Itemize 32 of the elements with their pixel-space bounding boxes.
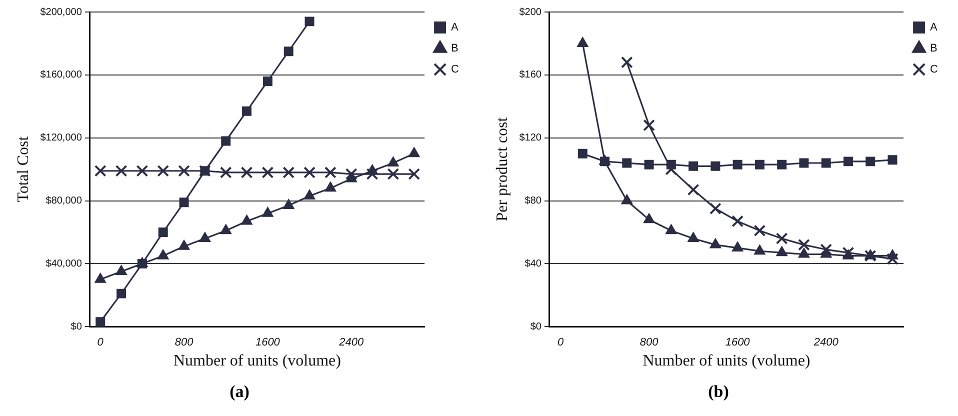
x-tick-label: 0: [97, 336, 104, 348]
y-tick-label: $0: [530, 321, 542, 332]
x-tick-label: 1600: [725, 336, 751, 348]
x-tick-label: 0: [557, 336, 564, 348]
y-tick-label: $200,000: [40, 6, 82, 18]
x-tick-label: 800: [640, 336, 660, 348]
x-tick-label: 800: [174, 336, 194, 348]
y-tick-label: $80,000: [46, 196, 82, 207]
y-tick-label: $40: [524, 258, 542, 270]
legend-label: A: [930, 22, 938, 34]
legend-label: C: [451, 64, 460, 76]
legend-label: B: [451, 42, 458, 55]
y-tick-label: $120: [519, 132, 542, 144]
y-tick-label: $0: [70, 321, 82, 332]
y-tick-label: $120,000: [40, 132, 82, 144]
y-tick-label: $160: [519, 70, 542, 81]
x-axis-title: Number of units (volume): [642, 352, 810, 370]
legend-label: B: [930, 42, 938, 55]
y-tick-label: $160,000: [40, 70, 82, 81]
y-tick-label: $40,000: [46, 258, 82, 270]
y-axis-title: Per product cost: [494, 116, 511, 222]
x-axis-title: Number of units (volume): [173, 352, 341, 370]
text: (b): [707, 382, 730, 402]
x-tick-label: 1600: [255, 336, 281, 348]
y-tick-label: $80: [524, 196, 542, 207]
legend-label: C: [930, 64, 938, 76]
legend-label: A: [451, 22, 460, 34]
x-tick-label: 2400: [338, 336, 364, 348]
text: (a): [228, 382, 250, 402]
y-axis-title: Total Cost: [14, 136, 32, 202]
y-tick-label: $200: [519, 6, 542, 18]
x-tick-label: 2400: [812, 336, 840, 348]
